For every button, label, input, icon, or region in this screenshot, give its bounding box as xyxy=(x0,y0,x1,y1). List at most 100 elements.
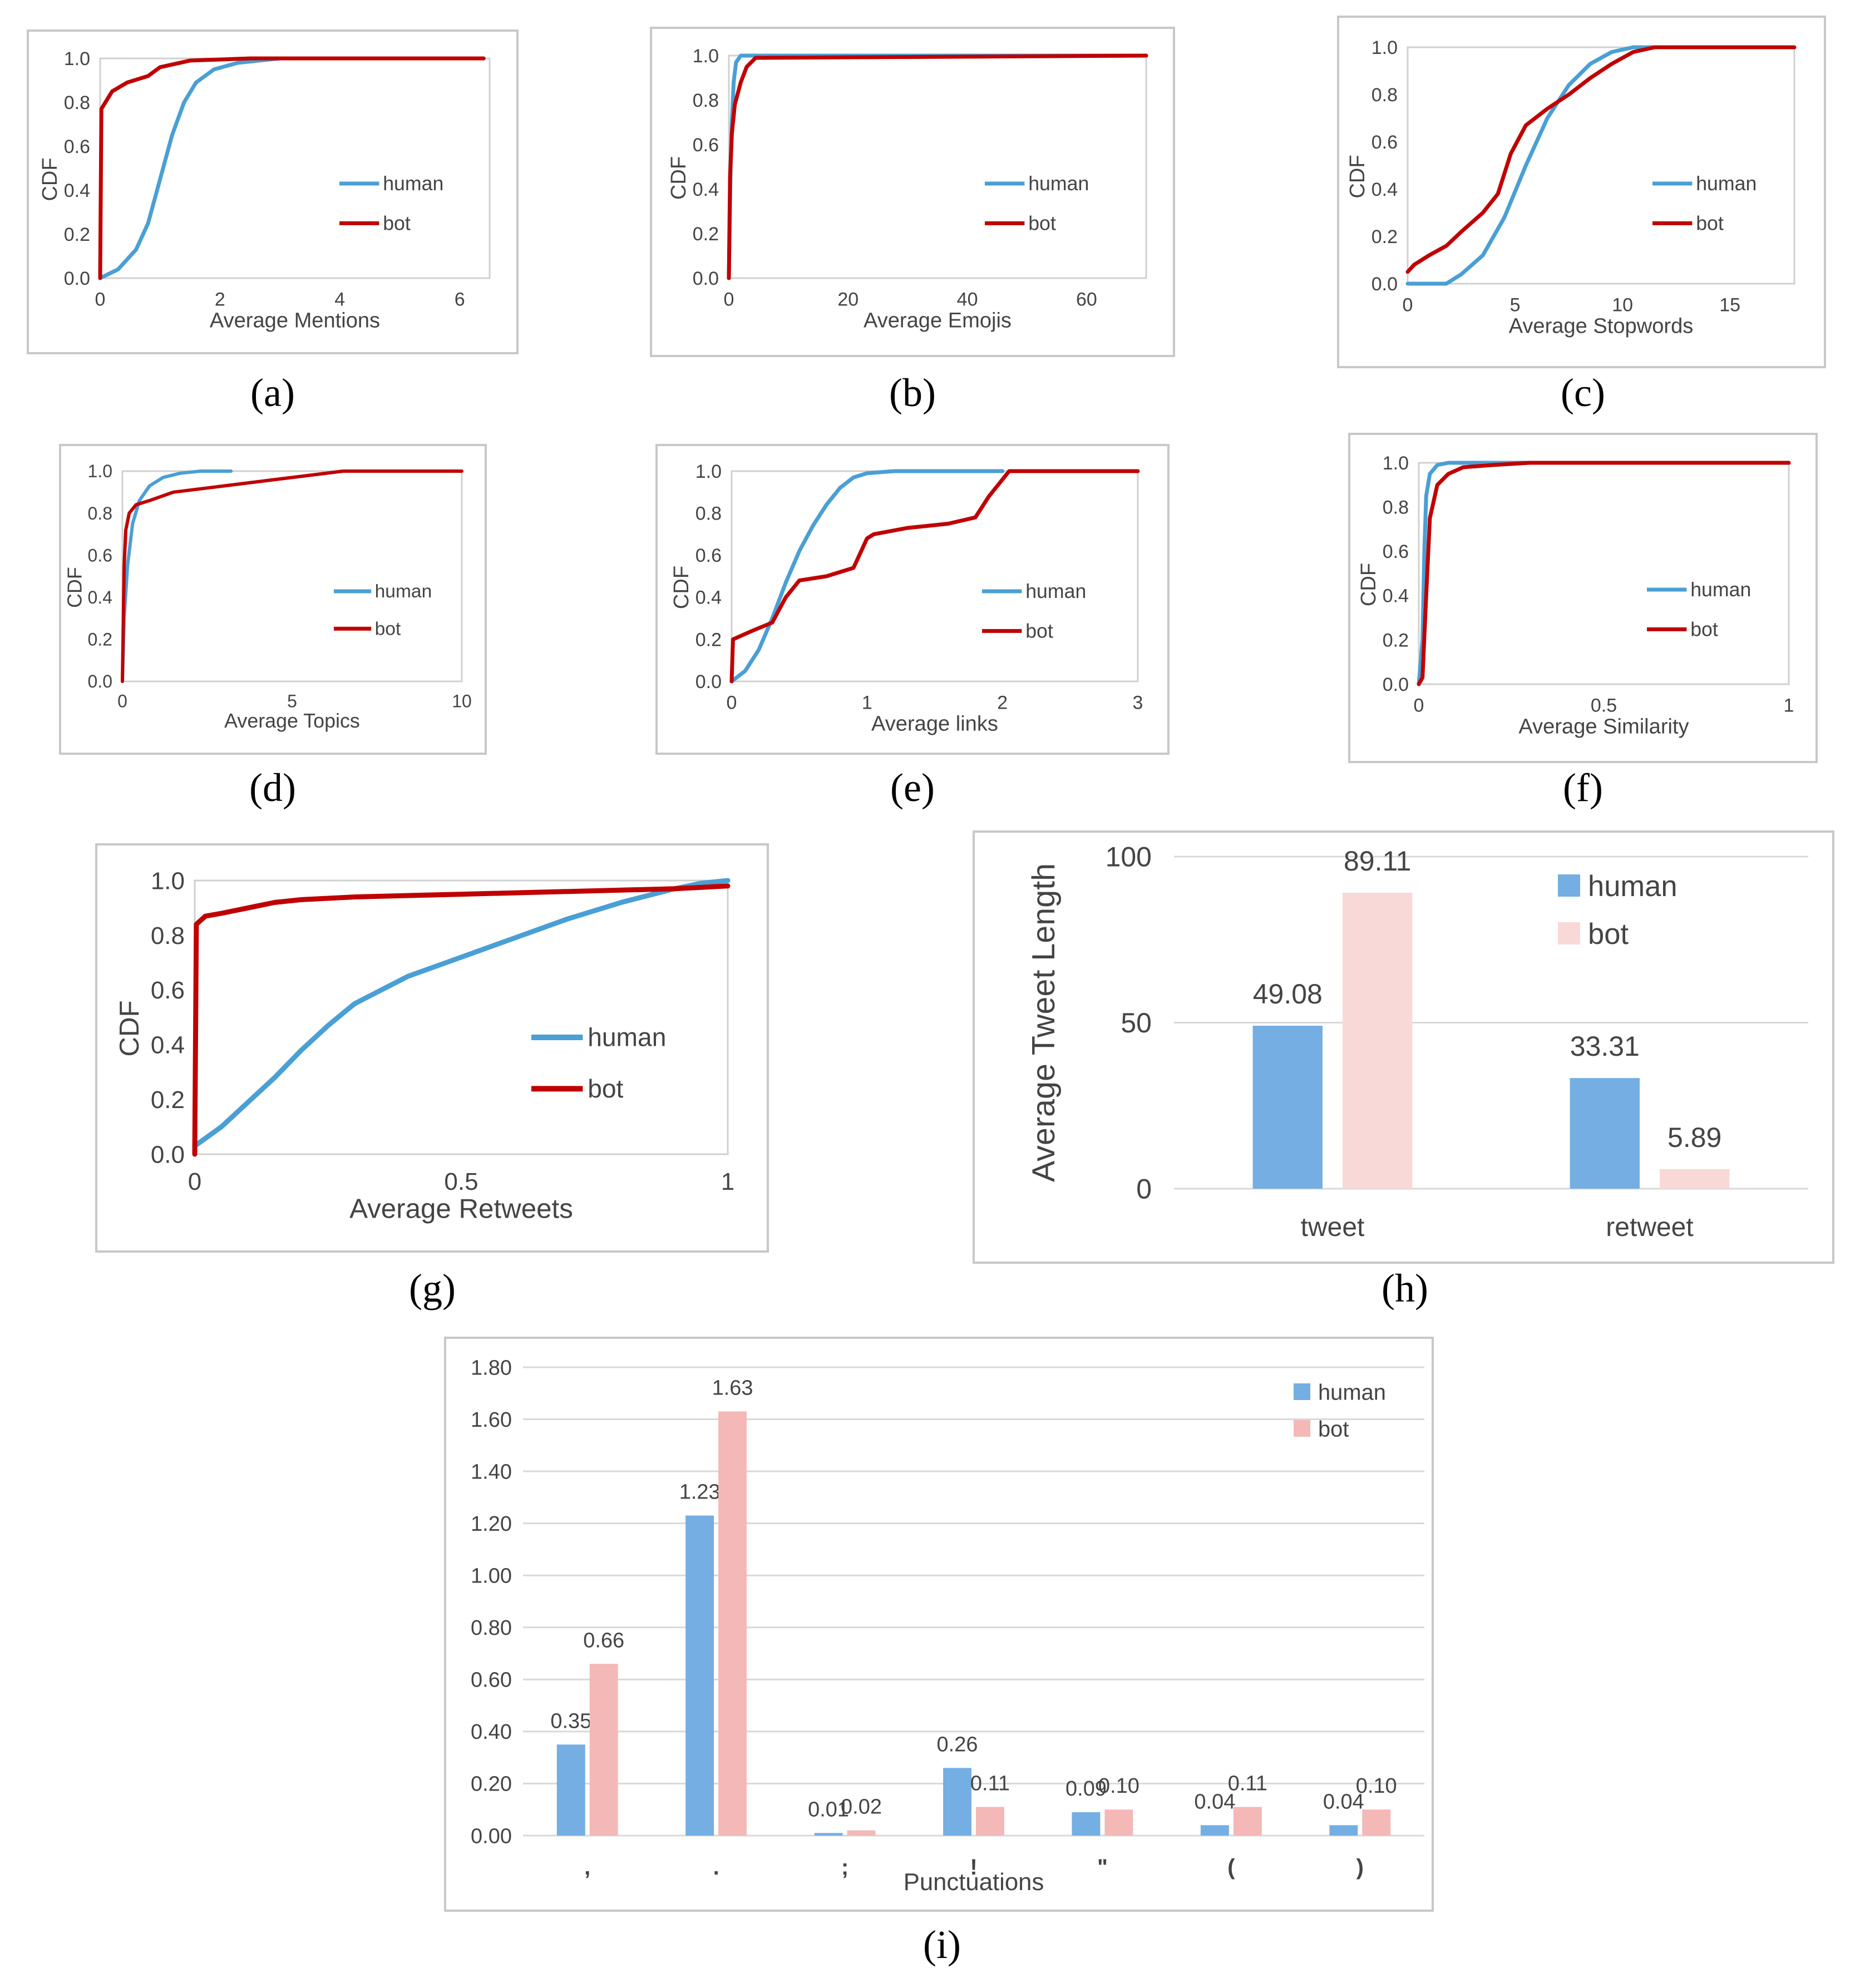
y-axis-label: CDF xyxy=(63,567,86,608)
y-tick-label: 0.8 xyxy=(1371,85,1398,106)
series-line-human xyxy=(192,878,731,1149)
y-tick-label: 0.6 xyxy=(1383,541,1409,562)
chart-h: 0 50 100 49.08 89.11 tweet 33.31 5.89 retweet Ave… xyxy=(973,830,1834,1264)
legend-label-bot: bot xyxy=(1696,212,1724,234)
data-label-human: 49.08 xyxy=(1253,978,1323,1010)
chart-f: 0.0 0.2 0.4 0.6 0.8 1.0 0 0.5 1 Average Similarit… xyxy=(1348,433,1818,763)
y-tick-label: 0.60 xyxy=(471,1669,512,1692)
y-tick-label: 0.2 xyxy=(695,629,722,650)
data-label-human: 0.09 xyxy=(1065,1777,1107,1801)
data-label-human: 33.31 xyxy=(1570,1031,1640,1062)
y-tick-label: 1.0 xyxy=(693,46,719,67)
y-tick-label: 0.2 xyxy=(64,224,90,245)
x-tick-label: 4 xyxy=(334,289,345,310)
y-tick-label: 0.80 xyxy=(471,1616,512,1640)
y-tick-label: 0 xyxy=(1136,1174,1152,1205)
legend-label-bot: bot xyxy=(1025,620,1053,642)
y-tick-label: 0.2 xyxy=(693,224,719,245)
category-label: , xyxy=(584,1855,590,1880)
series-line-bot xyxy=(1405,45,1797,274)
y-tick-label: 0.6 xyxy=(693,135,719,156)
bar-bot xyxy=(1104,1809,1133,1836)
data-label-human: 0.35 xyxy=(550,1709,591,1733)
y-tick-label: 0.4 xyxy=(693,179,719,200)
data-label-bot: 0.11 xyxy=(1228,1772,1267,1796)
x-tick-label: 6 xyxy=(455,289,465,310)
legend-label-human: human xyxy=(1696,172,1757,195)
bar-bot xyxy=(976,1807,1004,1836)
y-tick-label: 0.4 xyxy=(1383,586,1409,607)
bar-human xyxy=(1329,1825,1358,1836)
legend-label-human: human xyxy=(383,172,443,195)
legend-label-human: human xyxy=(1690,578,1751,601)
data-label-human: 1.23 xyxy=(679,1481,721,1504)
series-line-bot xyxy=(121,469,463,683)
data-label-bot: 89.11 xyxy=(1344,845,1411,877)
y-tick-label: 1.0 xyxy=(1371,37,1398,58)
y-axis-label: CDF xyxy=(667,156,690,200)
caption-i: (i) xyxy=(923,1922,961,1967)
y-tick-label: 0.4 xyxy=(151,1032,185,1059)
y-tick-label: 0.6 xyxy=(88,545,112,565)
x-tick-label: 0 xyxy=(117,691,127,711)
y-tick-label: 50 xyxy=(1121,1007,1152,1038)
legend-label-human: human xyxy=(1028,172,1089,195)
y-tick-label: 0.8 xyxy=(88,503,112,523)
series-line-bot xyxy=(98,56,486,280)
legend-label-bot: bot xyxy=(1318,1417,1349,1441)
data-label-bot: 0.10 xyxy=(1356,1774,1397,1798)
legend-label-human: human xyxy=(375,581,432,602)
legend-swatch-human xyxy=(1558,874,1580,897)
y-tick-label: 0.0 xyxy=(1371,274,1398,295)
caption-c: (c) xyxy=(1561,370,1605,415)
y-tick-label: 0.6 xyxy=(64,136,90,157)
series-line-human xyxy=(729,469,1005,684)
y-axis-label: Average Tweet Length xyxy=(1026,863,1062,1182)
caption-f: (f) xyxy=(1563,765,1603,810)
chart-c: 0.0 0.2 0.4 0.6 0.8 1.0 0 5 10 15 Average Stopword… xyxy=(1337,16,1826,368)
bar-bot xyxy=(847,1830,876,1836)
legend-label-bot: bot xyxy=(375,619,401,639)
series-line-bot xyxy=(192,883,731,1157)
data-label-bot: 0.66 xyxy=(583,1629,624,1652)
x-tick-label: 2 xyxy=(215,289,225,310)
y-tick-label: 0.8 xyxy=(151,922,185,950)
x-tick-label: 1 xyxy=(1784,695,1794,716)
x-tick-label: 20 xyxy=(837,289,859,310)
category-label: ( xyxy=(1227,1855,1235,1880)
legend-label-human: human xyxy=(1318,1380,1386,1405)
category-label: ! xyxy=(970,1855,977,1880)
chart-b: 0.0 0.2 0.4 0.6 0.8 1.0 0 20 40 60 Average Emojis C… xyxy=(650,27,1175,357)
data-label-bot: 5.89 xyxy=(1667,1122,1721,1153)
y-tick-label: 1.40 xyxy=(471,1460,512,1483)
x-tick-label: 60 xyxy=(1076,289,1097,310)
series-line-human xyxy=(1417,461,1791,686)
data-label-bot: 0.10 xyxy=(1098,1774,1139,1798)
legend-swatch-human xyxy=(1294,1383,1310,1400)
x-axis-label: Average Retweets xyxy=(349,1193,573,1224)
y-tick-label: 1.0 xyxy=(88,461,112,481)
y-tick-label: 0.0 xyxy=(88,671,112,691)
x-tick-label: 0 xyxy=(724,289,734,310)
data-label-human: 0.26 xyxy=(937,1733,978,1756)
y-tick-label: 0.0 xyxy=(695,671,722,693)
bar-human xyxy=(814,1833,843,1836)
category-label: " xyxy=(1097,1855,1108,1880)
series-line-bot xyxy=(729,469,1140,684)
y-tick-label: 1.20 xyxy=(471,1512,512,1536)
caption-a: (a) xyxy=(250,370,295,415)
y-axis-label: CDF xyxy=(114,1000,145,1056)
caption-h: (h) xyxy=(1382,1266,1428,1311)
x-tick-label: 0 xyxy=(188,1168,201,1195)
x-tick-label: 0.5 xyxy=(1591,695,1617,716)
data-label-bot: 0.11 xyxy=(970,1772,1010,1796)
y-tick-label: 0.0 xyxy=(693,268,719,289)
y-tick-label: 0.4 xyxy=(695,587,722,609)
y-tick-label: 0.8 xyxy=(695,503,722,525)
x-axis-label: Average Mentions xyxy=(210,309,380,332)
legend-label-bot: bot xyxy=(1028,212,1056,234)
y-tick-label: 0.8 xyxy=(1383,497,1409,518)
x-tick-label: 0 xyxy=(727,692,737,713)
y-tick-label: 0.8 xyxy=(64,92,90,113)
y-tick-label: 0.4 xyxy=(64,180,90,201)
